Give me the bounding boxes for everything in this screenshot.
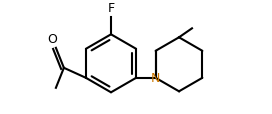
Text: F: F: [107, 2, 115, 15]
Text: N: N: [151, 72, 160, 85]
Text: O: O: [47, 32, 57, 45]
